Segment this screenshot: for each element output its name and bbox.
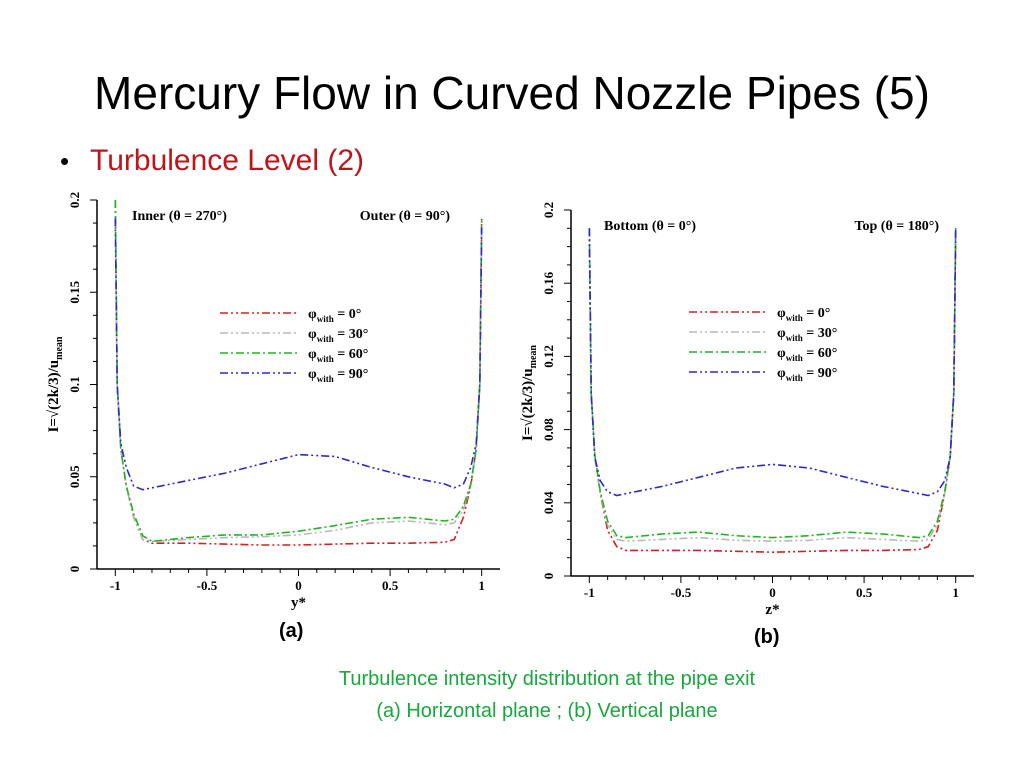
x-axis-label: z* (765, 602, 779, 616)
legend-entry-label: φwith = 30° (308, 327, 368, 344)
y-tick-label: 0.08 (541, 418, 556, 441)
legend-entry-label: φwith = 0° (308, 307, 361, 324)
series-line (588, 228, 957, 497)
y-axis-label-sub: mean (54, 336, 65, 360)
annotation-right: Top (θ = 180°) (854, 219, 939, 234)
legend-subscript: with (317, 374, 334, 384)
legend-greek: φ (308, 347, 317, 362)
y-tick-label: 0.16 (541, 271, 556, 294)
legend-subscript: with (317, 354, 334, 364)
legend-value: = 60° (334, 347, 369, 362)
legend-entry-label: φwith = 30° (777, 326, 837, 343)
legend-value: = 0° (334, 307, 362, 322)
legend-subscript: with (786, 373, 803, 383)
legend-entry-label: φwith = 90° (777, 366, 837, 383)
y-tick-label: 0 (541, 573, 556, 580)
chart-svg: -1 -0.5 0 0.5 1 0 0.05 0.1 0.15 0.2 y* I=√(2k/3)/um… (46, 192, 500, 611)
y-tick-label: 0.2 (67, 192, 82, 208)
legend-entry-label: φwith = 0° (777, 306, 830, 323)
y-tick-label: 0.12 (541, 345, 556, 368)
legend-greek: φ (308, 367, 317, 382)
chart-horizontal-plane: -1 -0.5 0 0.5 1 0 0.05 0.1 0.15 0.2 y* I=√(2k/3)/um… (40, 186, 510, 621)
legend-subscript: with (317, 314, 334, 324)
legend-value: = 30° (803, 326, 838, 341)
y-axis-label: I=√(2k/3)/umean (46, 336, 65, 432)
legend-greek: φ (308, 307, 317, 322)
x-tick-label: 0 (295, 578, 302, 593)
y-tick-label: 0.2 (541, 202, 556, 218)
y-tick-label: 0.04 (541, 491, 556, 514)
legend-greek: φ (777, 326, 786, 341)
series-line (114, 199, 483, 543)
series-line (114, 199, 483, 546)
legend-entry-label: φwith = 90° (308, 367, 368, 384)
legend-subscript: with (786, 353, 803, 363)
legend-value: = 90° (334, 367, 369, 382)
bullet-dot: • (60, 146, 70, 176)
annotation-left: Bottom (θ = 0°) (604, 219, 696, 234)
y-axis-label: I=√(2k/3)/umean (520, 345, 539, 441)
legend-entry-label: φwith = 60° (777, 346, 837, 363)
x-axis-label: y* (291, 595, 306, 611)
caption-line-2: (a) Horizontal plane ; (b) Vertical plan… (376, 700, 718, 722)
x-tick-label: 0.5 (382, 578, 399, 593)
x-tick-label: -0.5 (671, 585, 692, 600)
y-tick-label: 0 (67, 566, 82, 573)
y-tick-label: 0.05 (67, 465, 82, 488)
legend-value: = 30° (334, 327, 369, 342)
series-line (588, 228, 957, 539)
bullet-item: • Turbulence Level (2) (60, 144, 364, 178)
bullet-text: Turbulence Level (2) (90, 144, 365, 177)
legend-entry-label: φwith = 60° (308, 347, 368, 364)
x-tick-label: -0.5 (197, 578, 218, 593)
y-tick-label: 0.1 (67, 376, 82, 392)
legend-greek: φ (777, 366, 786, 381)
series-line (114, 218, 483, 491)
x-tick-label: 0.5 (856, 585, 873, 600)
series-line (114, 199, 483, 543)
x-tick-label: 1 (478, 578, 485, 593)
caption-line-1: Turbulence intensity distribution at the… (338, 668, 756, 690)
annotation-right: Outer (θ = 90°) (360, 209, 451, 224)
panel-label-b: (b) (754, 626, 780, 648)
legend-value: = 60° (803, 346, 838, 361)
chart-vertical-plane: -1 -0.5 0 0.5 1 0 0.04 0.08 0.12 0.16 0.2 z* I=√(2k/… (514, 186, 984, 621)
legend-subscript: with (786, 333, 803, 343)
y-tick-label: 0.15 (67, 280, 82, 303)
panel-label-a: (a) (279, 620, 304, 642)
x-tick-label: -1 (584, 585, 595, 600)
legend-value: = 90° (803, 366, 838, 381)
x-tick-label: 0 (769, 585, 776, 600)
annotation-left: Inner (θ = 270°) (132, 209, 227, 224)
slide-title: Mercury Flow in Curved Nozzle Pipes (5) (94, 67, 930, 119)
chart-svg: -1 -0.5 0 0.5 1 0 0.04 0.08 0.12 0.16 0.2 z* I=√(2k/… (520, 202, 974, 618)
legend-subscript: with (317, 334, 334, 344)
x-tick-label: -1 (110, 578, 121, 593)
series-line (588, 228, 957, 554)
legend-greek: φ (308, 327, 317, 342)
series-line (588, 228, 957, 543)
legend-subscript: with (786, 313, 803, 323)
y-axis-label-sub: mean (528, 345, 539, 369)
legend-greek: φ (777, 306, 786, 321)
x-tick-label: 1 (952, 585, 959, 600)
legend-greek: φ (777, 346, 786, 361)
legend-value: = 0° (803, 306, 831, 321)
